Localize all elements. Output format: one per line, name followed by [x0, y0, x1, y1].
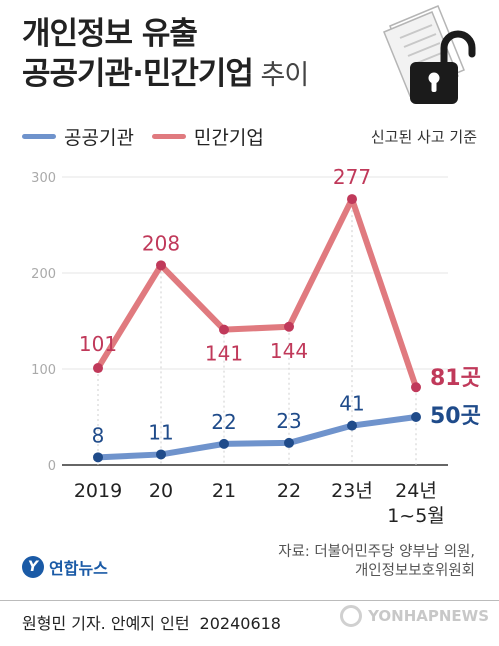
- chart-legend: 공공기관 민간기업: [22, 122, 282, 150]
- watermark-text: YONHAPNEWS: [368, 607, 489, 625]
- legend-item-public: 공공기관: [22, 123, 134, 150]
- data-point-private: [93, 363, 103, 374]
- title-line-2-light: 추이: [252, 60, 310, 91]
- data-label-public: 23: [276, 409, 301, 433]
- data-point-public: [219, 438, 229, 449]
- x-tick-label: 1~5월: [387, 505, 445, 527]
- data-point-public: [347, 420, 357, 431]
- yonhap-logo-text: 연합뉴스: [49, 559, 108, 578]
- data-point-private: [411, 382, 421, 393]
- yonhap-watermark: YONHAPNEWS: [340, 605, 489, 627]
- x-tick-label: 22: [277, 480, 301, 502]
- footer-divider: [0, 600, 499, 601]
- data-point-private: [156, 260, 166, 271]
- credit-text: 원형민 기자. 안예지 인턴: [22, 614, 190, 633]
- x-tick-label: 21: [212, 480, 236, 502]
- data-point-public: [284, 437, 294, 448]
- credit-line: 원형민 기자. 안예지 인턴 20240618: [22, 610, 281, 634]
- y-tick-label: 100: [31, 363, 56, 378]
- yonhap-logo-mark: Y: [22, 556, 44, 578]
- legend-item-private: 민간기업: [151, 123, 264, 150]
- credit-date: 20240618: [199, 614, 281, 633]
- x-tick-label: 20: [149, 480, 173, 502]
- data-label-private: 101: [79, 332, 117, 356]
- source-line-2: 개인정보보호위원회: [354, 563, 475, 579]
- series-line-private: [95, 196, 419, 391]
- legend-swatch-public: [22, 133, 56, 139]
- data-label-public: 8: [92, 423, 105, 447]
- data-point-private: [347, 194, 357, 205]
- data-label-private: 141: [205, 342, 243, 366]
- line-chart: 0 100 200 300 2019 20 21 22 23년 24년 1~5월 101 208 141 1…: [31, 165, 481, 527]
- y-tick-label: 300: [31, 171, 56, 186]
- yonhap-logo: Y 연합뉴스: [22, 555, 108, 579]
- source-note: 자료: 더불어민주당 양부남 의원, 개인정보보호위원회: [278, 543, 475, 581]
- data-point-private: [284, 321, 294, 332]
- data-label-private: 208: [142, 231, 180, 255]
- legend-swatch-private: [151, 133, 186, 139]
- data-point-private: [219, 324, 229, 335]
- y-tick-label: 0: [48, 459, 56, 474]
- data-label-public: 11: [148, 420, 173, 444]
- source-line-1: 자료: 더불어민주당 양부남 의원,: [278, 544, 475, 560]
- data-label-private: 277: [333, 165, 371, 189]
- title-line-1: 개인정보 유출: [22, 16, 198, 52]
- data-label-private: 144: [270, 339, 308, 363]
- legend-label-public: 공공기관: [64, 126, 134, 149]
- data-point-public: [156, 449, 166, 460]
- x-tick-label: 23년: [331, 480, 373, 502]
- title-line-2: 공공기관·민간기업 추이: [22, 54, 310, 96]
- basis-note: 신고된 사고 기준: [370, 128, 477, 146]
- series-line-public: [95, 414, 419, 461]
- watermark-ring-icon: [340, 605, 363, 627]
- title-line-2-bold: 공공기관·민간기업: [22, 56, 254, 92]
- end-label-private: 81곳: [430, 366, 481, 391]
- x-tick-label: 2019: [74, 480, 122, 502]
- legend-label-private: 민간기업: [193, 126, 264, 149]
- data-point-public: [411, 412, 421, 422]
- data-label-public: 22: [211, 410, 236, 434]
- chart-title: 개인정보 유출 공공기관·민간기업 추이: [22, 14, 310, 96]
- y-tick-label: 200: [31, 267, 56, 282]
- data-label-public: 41: [339, 392, 364, 416]
- end-label-public: 50곳: [430, 404, 481, 429]
- unlocked-padlock-icon: [383, 5, 476, 104]
- x-tick-label: 24년: [395, 480, 437, 502]
- data-point-public: [93, 452, 103, 463]
